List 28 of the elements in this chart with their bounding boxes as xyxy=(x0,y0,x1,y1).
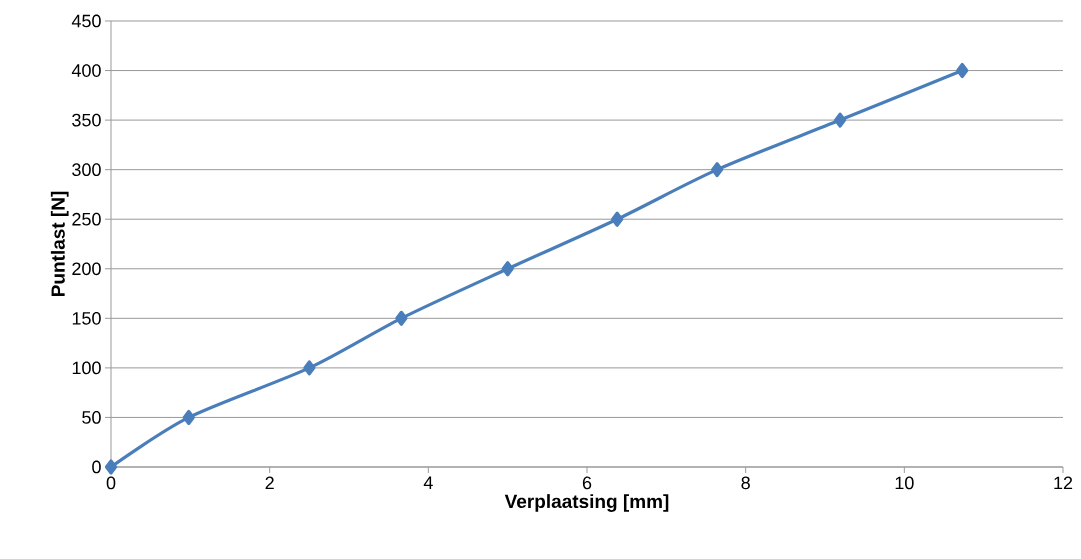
x-tick-label: 12 xyxy=(1054,476,1073,490)
point xyxy=(303,360,316,376)
point xyxy=(611,211,624,227)
x-tick-label: 6 xyxy=(582,476,592,490)
x-axis-title: Verplaatsing [mm] xyxy=(504,494,669,512)
y-tick-label: 150 xyxy=(72,311,101,325)
x-tick-label: 4 xyxy=(423,476,433,489)
x-tick-label: 2 xyxy=(265,476,274,490)
y-tick-label: 250 xyxy=(72,212,101,226)
point xyxy=(956,62,969,79)
x-tick-label: 0 xyxy=(106,476,116,490)
point xyxy=(501,261,514,277)
y-tick-label: 400 xyxy=(71,64,101,77)
y-tick-label: 300 xyxy=(72,163,101,177)
y-tick-label: 50 xyxy=(82,411,101,424)
y-axis-title: Puntlast [N] xyxy=(50,191,69,297)
y-tick-label: 100 xyxy=(72,361,101,375)
y-tick-label: 0 xyxy=(92,460,101,474)
y-tick-label: 350 xyxy=(72,113,101,127)
x-tick-label: 10 xyxy=(895,476,914,490)
y-tick-label: 200 xyxy=(72,262,101,276)
y-tick-label: 450 xyxy=(71,14,101,28)
point xyxy=(104,459,118,475)
point xyxy=(833,112,847,128)
point xyxy=(711,162,724,178)
x-tick-label: 8 xyxy=(741,476,750,490)
point xyxy=(182,409,195,426)
point xyxy=(395,310,408,326)
